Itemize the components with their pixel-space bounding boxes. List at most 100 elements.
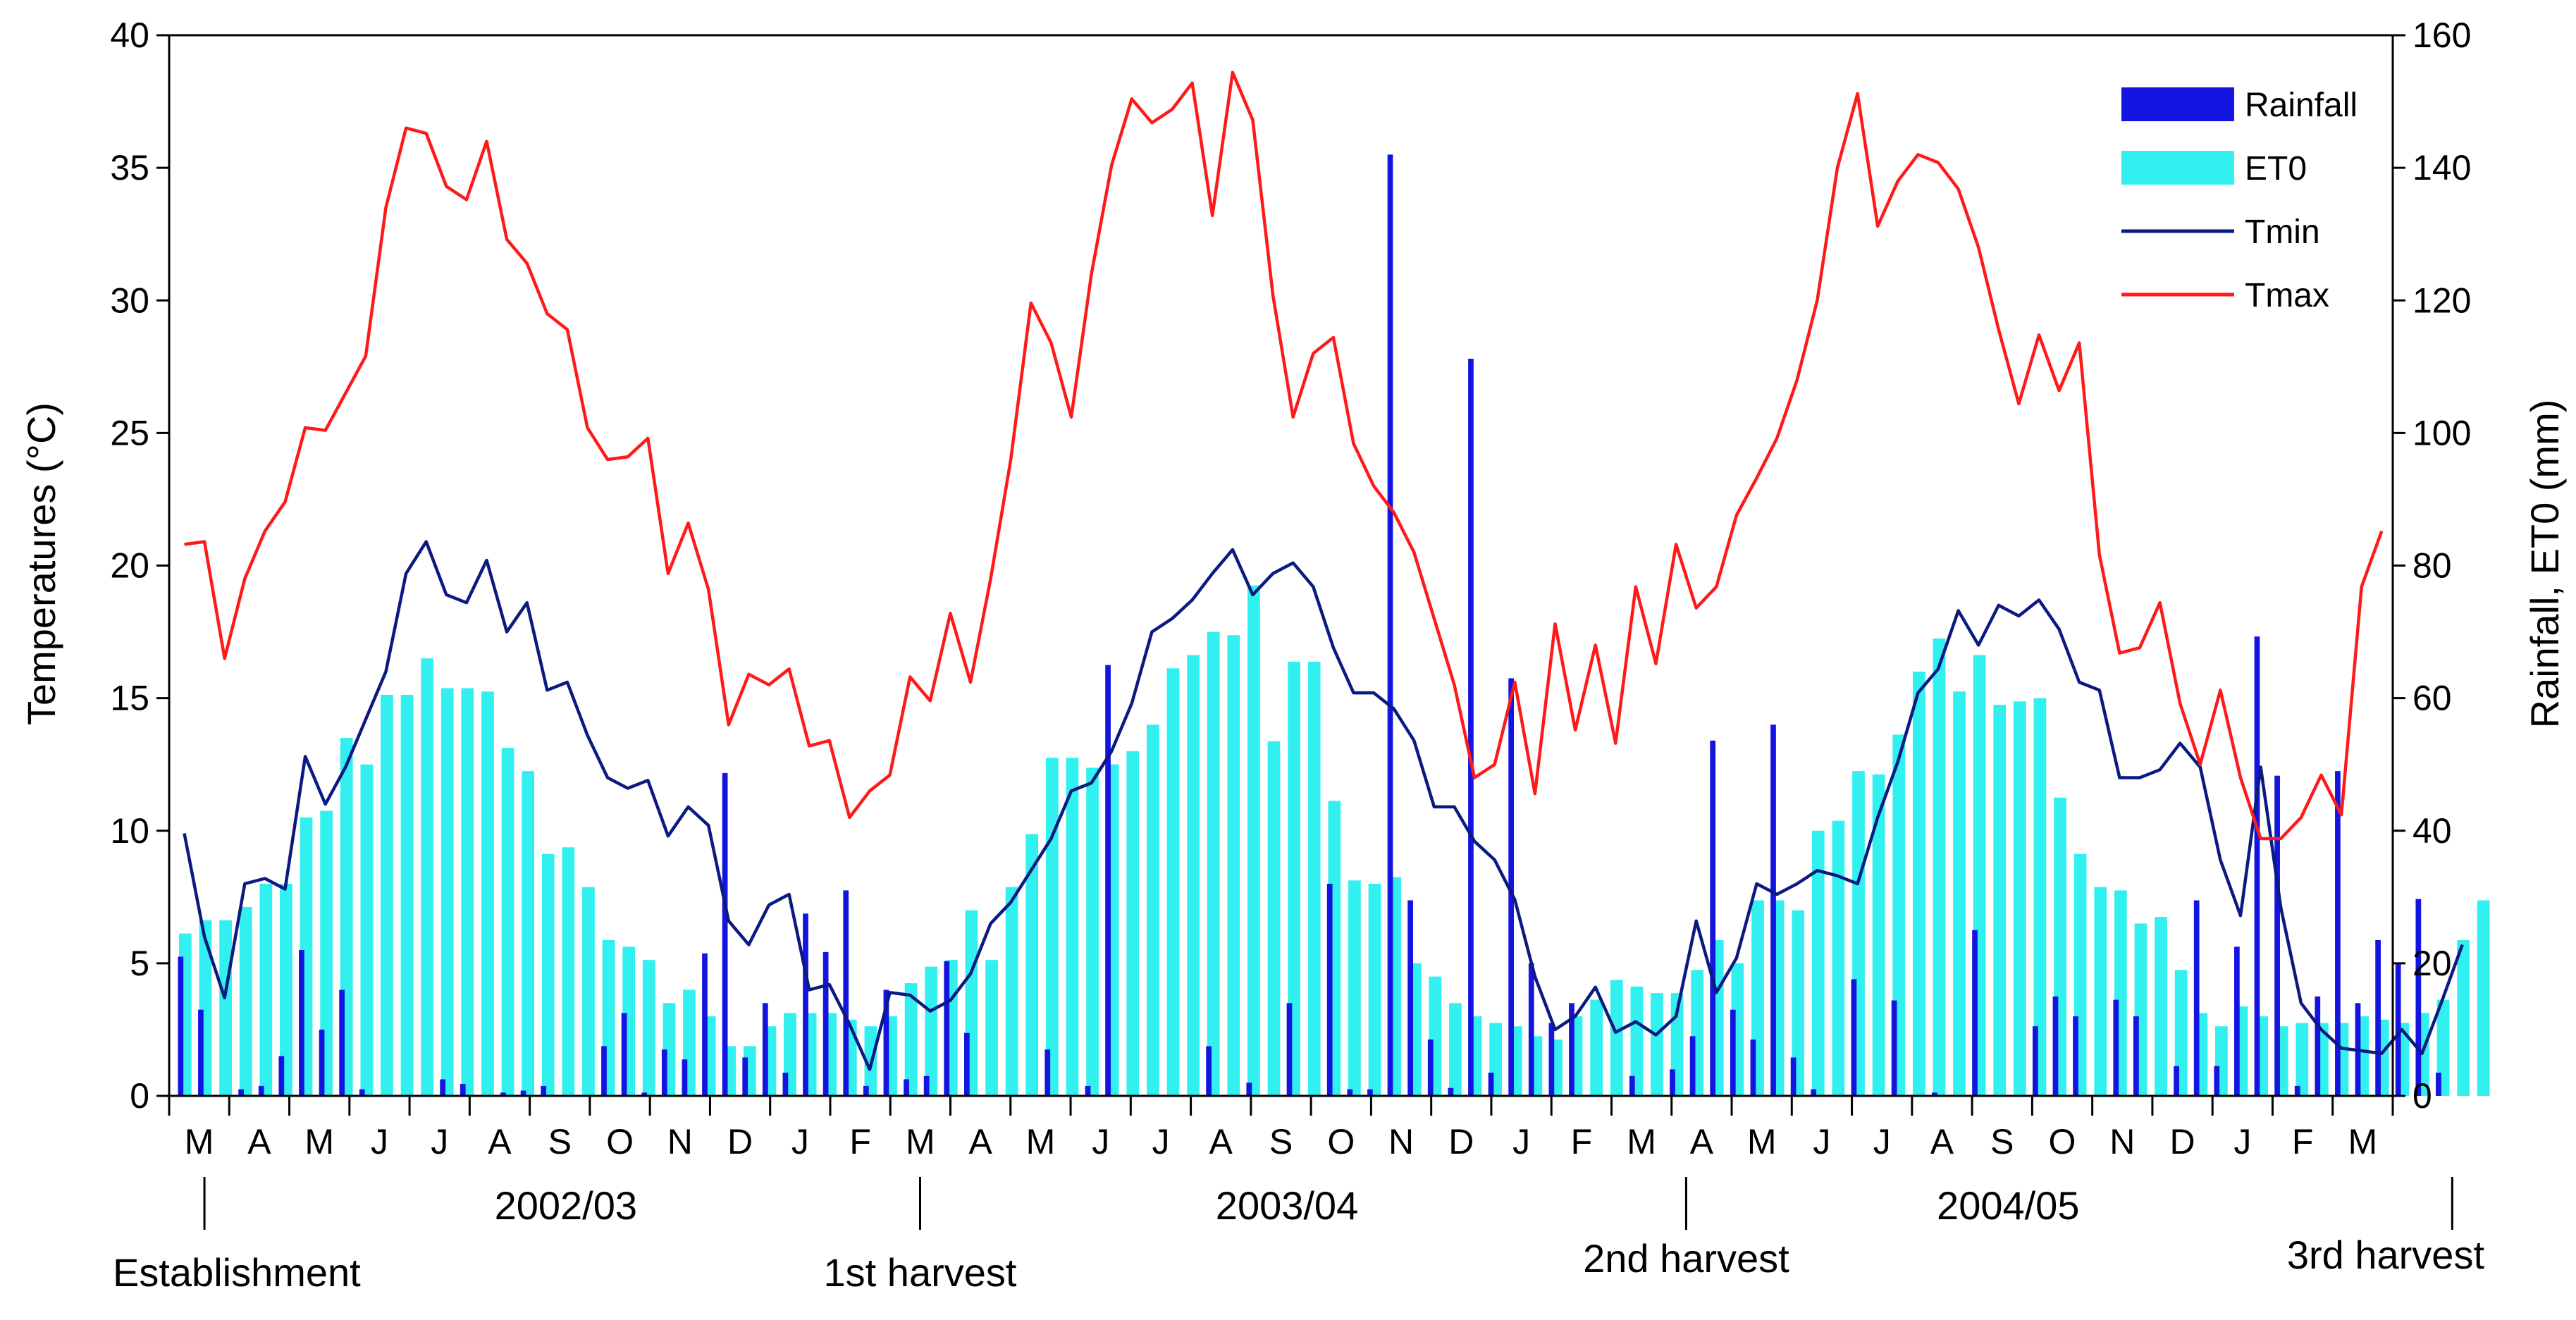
rainfall-bar bbox=[1770, 724, 1776, 1096]
left-tick-label: 15 bbox=[110, 679, 149, 718]
month-label: J bbox=[2233, 1122, 2251, 1161]
legend-label: Rainfall bbox=[2245, 87, 2358, 124]
left-axis-title: Temperatures (°C) bbox=[19, 402, 63, 725]
et0-bar bbox=[1086, 767, 1099, 1096]
et0-bar bbox=[1912, 672, 1925, 1096]
month-label: A bbox=[968, 1122, 992, 1161]
rainfall-bar bbox=[500, 1092, 506, 1096]
rainfall-bar bbox=[2335, 771, 2341, 1096]
month-label: S bbox=[1269, 1122, 1293, 1161]
rainfall-bar bbox=[843, 890, 849, 1096]
et0-bar bbox=[461, 688, 474, 1096]
month-label: A bbox=[1930, 1122, 1954, 1161]
rainfall-bar bbox=[1407, 900, 1413, 1096]
month-label: F bbox=[849, 1122, 871, 1161]
month-label: S bbox=[548, 1122, 572, 1161]
rainfall-bars bbox=[178, 154, 2441, 1096]
et0-bar bbox=[1227, 635, 1240, 1096]
et0-bar bbox=[582, 887, 595, 1096]
et0-bar bbox=[2033, 698, 2047, 1096]
et0-bar bbox=[2436, 999, 2450, 1096]
rainfall-bar bbox=[1790, 1057, 1797, 1096]
rainfall-bar bbox=[1931, 1092, 1937, 1096]
month-label: J bbox=[1512, 1122, 1530, 1161]
left-tick-label: 35 bbox=[110, 148, 149, 187]
rainfall-bar bbox=[520, 1090, 526, 1096]
month-label: D bbox=[2169, 1122, 2195, 1161]
rainfall-bar bbox=[1246, 1082, 1252, 1096]
rainfall-bar bbox=[1387, 154, 1393, 1096]
et0-bars bbox=[179, 585, 2490, 1096]
et0-bar bbox=[1146, 724, 1159, 1096]
et0-bar bbox=[1066, 758, 1079, 1096]
right-axis-ticks: 0 20 40 60 80 100 120 140 160 bbox=[2393, 16, 2471, 1116]
et0-bar bbox=[259, 884, 273, 1096]
rainfall-bar bbox=[1427, 1040, 1434, 1096]
et0-bar bbox=[1651, 993, 1663, 1096]
rainfall-bar bbox=[1629, 1075, 1635, 1096]
month-label: M bbox=[1026, 1122, 1056, 1161]
month-label: M bbox=[1627, 1122, 1656, 1161]
et0-bar bbox=[1166, 668, 1180, 1096]
et0-bar bbox=[642, 960, 655, 1096]
month-label: N bbox=[667, 1122, 693, 1161]
rainfall-bar bbox=[702, 953, 708, 1096]
et0-bar bbox=[1288, 661, 1300, 1096]
right-tick-label: 160 bbox=[2412, 16, 2471, 55]
rainfall-bar bbox=[1448, 1087, 1454, 1096]
left-tick-label: 40 bbox=[110, 16, 149, 55]
right-tick-label: 120 bbox=[2412, 280, 2471, 320]
rainfall-bar bbox=[2415, 899, 2422, 1096]
et0-bar bbox=[381, 694, 393, 1096]
et0-bar bbox=[1348, 880, 1361, 1096]
right-tick-label: 140 bbox=[2412, 148, 2471, 187]
rainfall-bar bbox=[2032, 1026, 2038, 1096]
et0-bar bbox=[562, 847, 575, 1096]
et0-bar bbox=[360, 764, 374, 1096]
left-tick-label: 30 bbox=[110, 280, 149, 320]
legend-label: ET0 bbox=[2245, 150, 2307, 187]
month-label: J bbox=[431, 1122, 448, 1161]
et0-bar bbox=[1993, 705, 2007, 1096]
rainfall-bar bbox=[1750, 1040, 1756, 1096]
rainfall-bar bbox=[2073, 1016, 2078, 1096]
rainfall-bar bbox=[601, 1046, 607, 1096]
rainfall-bar bbox=[1044, 1049, 1051, 1096]
x-axis-ticks bbox=[168, 1096, 2394, 1116]
legend: Rainfall ET0 Tmin Tmax bbox=[2121, 87, 2358, 314]
month-label: J bbox=[1813, 1122, 1830, 1161]
rainfall-bar bbox=[178, 956, 184, 1096]
rainfall-bar bbox=[2274, 775, 2280, 1096]
rainfall-bar bbox=[904, 1079, 909, 1096]
season-label: 2003/04 bbox=[1216, 1183, 1358, 1228]
rainfall-bar bbox=[1891, 1000, 1897, 1096]
et0-bar bbox=[219, 920, 232, 1096]
rainfall-bar bbox=[1851, 979, 1857, 1096]
rainfall-bar bbox=[2254, 636, 2260, 1096]
season-label: 2004/05 bbox=[1937, 1183, 2079, 1228]
harvest-event-markers: Establishment 1st harvest 2nd harvest 3rd h… bbox=[113, 1177, 2484, 1295]
rainfall-bar bbox=[1670, 1069, 1675, 1096]
et0-bar bbox=[925, 966, 938, 1096]
et0-legend-swatch bbox=[2121, 151, 2234, 185]
rainfall-bar bbox=[339, 989, 345, 1096]
left-tick-label: 5 bbox=[130, 944, 149, 983]
season-label: 2002/03 bbox=[495, 1183, 637, 1228]
tmin-line bbox=[183, 540, 2464, 1071]
temperature-lines bbox=[183, 70, 2464, 1071]
rainfall-bar bbox=[238, 1089, 244, 1096]
right-tick-label: 40 bbox=[2412, 811, 2452, 851]
rainfall-bar bbox=[661, 1049, 667, 1096]
rainfall-bar bbox=[782, 1073, 789, 1096]
et0-bar bbox=[400, 694, 414, 1096]
rainfall-bar bbox=[2436, 1073, 2441, 1096]
rainfall-bar bbox=[1085, 1085, 1091, 1096]
month-label: A bbox=[1209, 1122, 1233, 1161]
season-labels: 2002/03 2003/04 2004/05 bbox=[495, 1183, 2080, 1228]
rainfall-bar bbox=[1206, 1046, 1212, 1096]
et0-bar bbox=[2013, 701, 2026, 1096]
rainfall-bar bbox=[762, 1003, 768, 1096]
rainfall-bar bbox=[923, 1075, 930, 1096]
rainfall-bar bbox=[1811, 1089, 1817, 1096]
event-label: 3rd harvest bbox=[2287, 1233, 2485, 1277]
